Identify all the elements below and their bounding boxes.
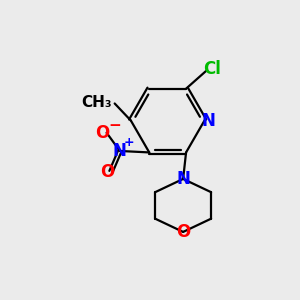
Text: N: N — [176, 170, 190, 188]
Text: N: N — [201, 112, 215, 130]
Text: −: − — [108, 118, 121, 133]
Text: +: + — [123, 136, 134, 149]
Text: O: O — [100, 163, 114, 181]
Text: O: O — [96, 124, 110, 142]
Text: N: N — [113, 142, 127, 160]
Text: O: O — [176, 223, 190, 241]
Text: Cl: Cl — [203, 60, 221, 78]
Text: CH₃: CH₃ — [82, 94, 112, 110]
